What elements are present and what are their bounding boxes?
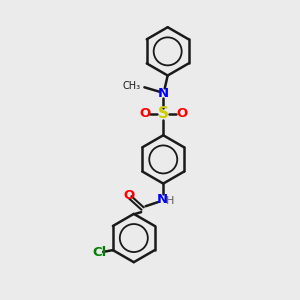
Text: H: H [166,196,174,206]
Text: Cl: Cl [92,246,106,259]
Text: N: N [158,87,169,100]
Text: O: O [123,189,134,203]
Text: O: O [176,107,187,120]
Text: O: O [140,107,151,120]
Text: S: S [158,106,169,121]
Text: CH₃: CH₃ [122,81,141,91]
Text: N: N [157,193,168,206]
